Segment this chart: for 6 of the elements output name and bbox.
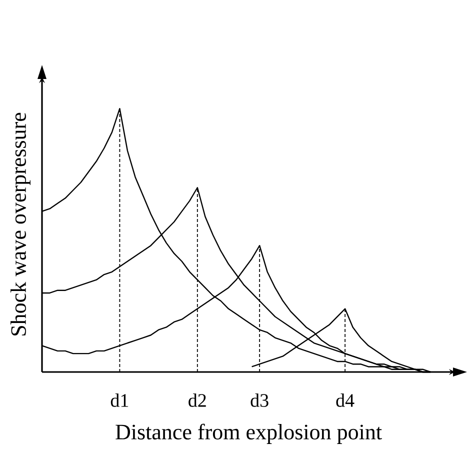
x-tick-label: d2 <box>188 394 206 407</box>
x-tick-label: d3 <box>250 394 268 407</box>
x-tick-label: d1 <box>110 394 128 407</box>
x-tick-label: d4 <box>336 394 354 407</box>
x-axis-title: Distance from explosion point <box>116 424 382 444</box>
y-axis-title: Shock wave overpressure <box>10 112 30 336</box>
